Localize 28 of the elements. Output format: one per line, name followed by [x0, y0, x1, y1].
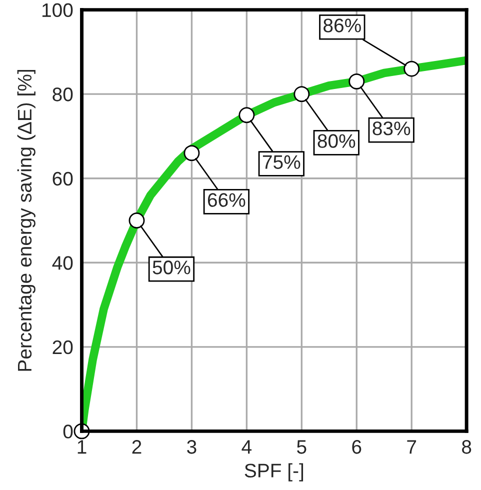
point — [238, 107, 255, 124]
data-label: 75% — [262, 155, 300, 169]
y-tick-label: 40 — [52, 256, 73, 270]
y-tick-label: 20 — [52, 340, 73, 354]
x-tick-label: 5 — [297, 440, 306, 454]
data-label: 83% — [372, 122, 410, 136]
point — [348, 73, 365, 90]
y-tick-label: 60 — [52, 172, 73, 186]
x-tick-label: 2 — [132, 440, 142, 454]
y-tick-label: 80 — [52, 88, 73, 102]
point — [294, 86, 310, 102]
data-label: 86% — [324, 18, 361, 32]
point — [184, 145, 200, 162]
data-label: 50% — [152, 260, 190, 274]
x-tick-label: 1 — [78, 440, 86, 454]
x-tick-label: 8 — [462, 440, 472, 454]
x-tick-label: 7 — [407, 440, 416, 454]
point — [128, 212, 145, 228]
y-tick-label: 0 — [63, 424, 73, 438]
x-tick-label: 3 — [187, 440, 196, 454]
y-tick-label: 100 — [42, 3, 73, 18]
data-label: 80% — [318, 134, 356, 148]
x-axis-title: SPF [-] — [244, 463, 304, 482]
point — [404, 60, 420, 77]
data-label: 66% — [208, 193, 246, 207]
x-tick-label: 6 — [352, 440, 362, 454]
y-axis-title: Percentage energy saving (ΔE) [%] — [17, 70, 36, 371]
x-tick-label: 4 — [242, 440, 252, 454]
